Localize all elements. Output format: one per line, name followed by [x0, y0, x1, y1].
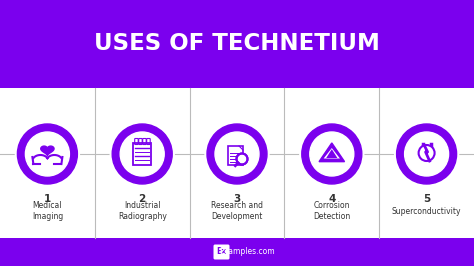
FancyBboxPatch shape — [0, 88, 474, 238]
FancyBboxPatch shape — [213, 244, 229, 260]
Circle shape — [215, 132, 259, 176]
Polygon shape — [324, 148, 340, 159]
Circle shape — [300, 122, 364, 186]
Circle shape — [120, 132, 164, 176]
Circle shape — [112, 124, 172, 184]
Text: 4: 4 — [328, 194, 336, 204]
Text: Superconductivity: Superconductivity — [392, 206, 461, 215]
Circle shape — [419, 145, 435, 161]
Text: 5: 5 — [423, 194, 430, 204]
Circle shape — [405, 132, 448, 176]
Text: 1: 1 — [44, 194, 51, 204]
Text: Corrosion
Detection: Corrosion Detection — [313, 201, 350, 221]
Text: Examples.com: Examples.com — [219, 247, 275, 256]
Circle shape — [26, 132, 69, 176]
Circle shape — [302, 124, 362, 184]
Circle shape — [397, 124, 456, 184]
Polygon shape — [319, 143, 345, 162]
Text: Research and
Development: Research and Development — [211, 201, 263, 221]
Circle shape — [18, 124, 77, 184]
Text: USES OF TECHNETIUM: USES OF TECHNETIUM — [94, 32, 380, 56]
Circle shape — [205, 122, 269, 186]
Circle shape — [15, 122, 80, 186]
Polygon shape — [326, 149, 337, 158]
Text: Ex: Ex — [217, 247, 227, 256]
Circle shape — [394, 122, 459, 186]
Circle shape — [237, 153, 247, 164]
Text: 2: 2 — [138, 194, 146, 204]
Circle shape — [110, 122, 174, 186]
Text: 3: 3 — [233, 194, 241, 204]
Circle shape — [207, 124, 267, 184]
Text: Industrial
Radiography: Industrial Radiography — [118, 201, 167, 221]
Circle shape — [310, 132, 354, 176]
Text: Medical
Imaging: Medical Imaging — [32, 201, 63, 221]
Polygon shape — [41, 146, 54, 156]
